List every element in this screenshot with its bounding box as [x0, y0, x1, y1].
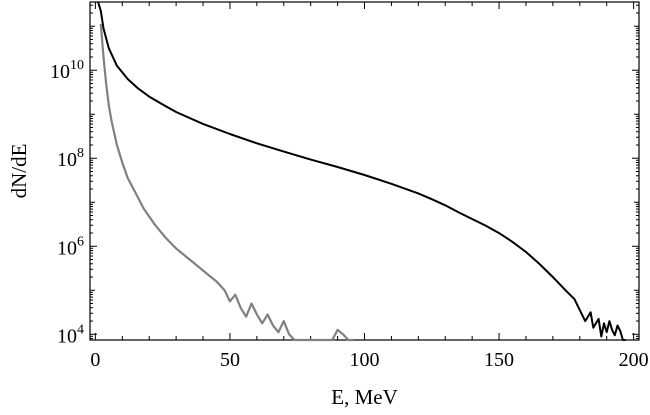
y-axis-label: dN/dE — [7, 144, 31, 199]
series-line-gray — [99, 23, 354, 342]
x-tick-label: 200 — [619, 349, 649, 371]
y-tick-label: 106 — [57, 234, 84, 259]
plot-frame — [89, 1, 640, 341]
series-layer — [97, 1, 626, 342]
x-tick-label: 50 — [220, 349, 240, 371]
series-line-black — [97, 1, 626, 341]
x-tick-label: 150 — [484, 349, 514, 371]
y-tick-label: 108 — [57, 146, 84, 171]
x-tick-label: 100 — [350, 349, 380, 371]
y-axis-ticks: 104 106 108 1010 — [50, 4, 639, 347]
y-tick-label: 104 — [57, 322, 84, 347]
x-axis-label: E, MeV — [331, 385, 398, 409]
y-tick-label: 1010 — [50, 58, 84, 83]
x-axis-ticks: 0 50 100 150 200 — [90, 2, 649, 371]
x-tick-label: 0 — [90, 349, 100, 371]
